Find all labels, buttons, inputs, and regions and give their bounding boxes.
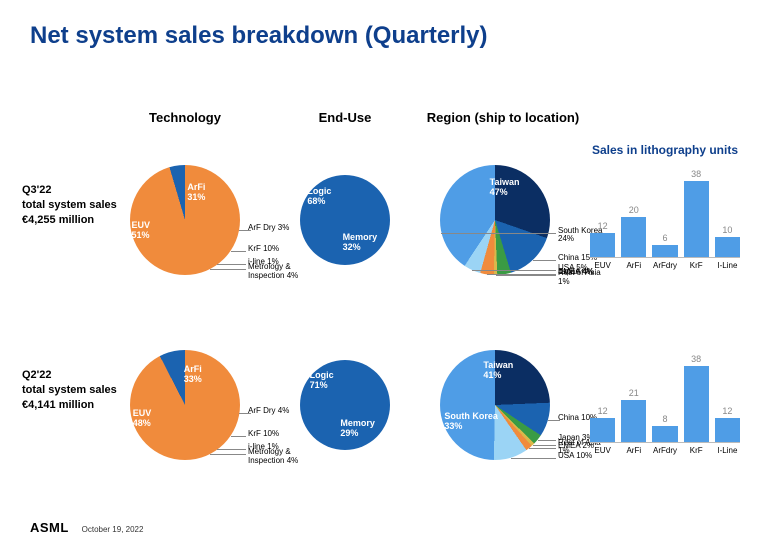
page-title: Net system sales breakdown (Quarterly) bbox=[30, 22, 488, 50]
row-label: Q3'22 total system sales €4,255 million bbox=[22, 183, 117, 228]
bar-category: ArFdry bbox=[649, 446, 680, 455]
slice-callout: ArF Dry 4% bbox=[248, 407, 289, 416]
slice-callout: KrF 10% bbox=[248, 245, 279, 254]
bar-category: I-Line bbox=[712, 261, 743, 270]
slice-label: EUV 48% bbox=[133, 409, 152, 429]
slice-label: Taiwan 41% bbox=[483, 361, 513, 381]
bar-category: KrF bbox=[681, 446, 712, 455]
bar-value: 20 bbox=[621, 205, 646, 215]
footer: ASML October 19, 2022 bbox=[30, 520, 143, 535]
bar-category: ArFi bbox=[618, 446, 649, 455]
slice-label: South Korea 33% bbox=[444, 412, 498, 432]
bar bbox=[715, 418, 740, 442]
bar bbox=[621, 217, 646, 257]
bar-category: ArFdry bbox=[649, 261, 680, 270]
bar-value: 38 bbox=[684, 354, 709, 364]
asml-logo: ASML bbox=[30, 520, 69, 535]
bar bbox=[652, 245, 677, 257]
slice-callout: KrF 10% bbox=[248, 430, 279, 439]
slide: Net system sales breakdown (Quarterly) T… bbox=[0, 0, 768, 549]
bar-value: 10 bbox=[715, 225, 740, 235]
bar-value: 21 bbox=[621, 388, 646, 398]
bar bbox=[621, 400, 646, 442]
bar-value: 12 bbox=[590, 221, 615, 231]
col-region: Region (ship to location) bbox=[418, 110, 588, 125]
bar-value: 38 bbox=[684, 169, 709, 179]
bar-value: 12 bbox=[590, 406, 615, 416]
bar bbox=[715, 237, 740, 257]
footer-date: October 19, 2022 bbox=[82, 525, 144, 534]
bar-value: 12 bbox=[715, 406, 740, 416]
bar bbox=[684, 181, 709, 257]
bar bbox=[590, 418, 615, 442]
slice-label: Taiwan 47% bbox=[490, 178, 520, 198]
slice-label: ArFi 31% bbox=[187, 183, 205, 203]
bar-category: KrF bbox=[681, 261, 712, 270]
row-label: Q2'22 total system sales €4,141 million bbox=[22, 368, 117, 413]
bar-category: I-Line bbox=[712, 446, 743, 455]
bar-value: 6 bbox=[652, 233, 677, 243]
slice-callout: Metrology & Inspection 4% bbox=[248, 448, 298, 466]
bar-category: ArFi bbox=[618, 261, 649, 270]
bar bbox=[652, 426, 677, 442]
slice-callout: USA 5% bbox=[558, 264, 588, 273]
bar-category: EUV bbox=[587, 261, 618, 270]
bar bbox=[684, 366, 709, 442]
slice-label: Logic 71% bbox=[310, 371, 334, 391]
slice-label: ArFi 33% bbox=[184, 365, 202, 385]
bar bbox=[590, 233, 615, 257]
bar-value: 8 bbox=[652, 414, 677, 424]
slice-callout: ArF Dry 3% bbox=[248, 224, 289, 233]
slice-callout: Metrology & Inspection 4% bbox=[248, 263, 298, 281]
slice-label: Logic 68% bbox=[307, 187, 331, 207]
slice-label: EUV 51% bbox=[132, 221, 151, 241]
slice-label: Memory 32% bbox=[343, 233, 378, 253]
slice-label: Memory 29% bbox=[340, 419, 375, 439]
col-technology: Technology bbox=[130, 110, 240, 125]
bar-category: EUV bbox=[587, 446, 618, 455]
bar-chart-title: Sales in lithography units bbox=[590, 143, 740, 157]
col-enduse: End-Use bbox=[300, 110, 390, 125]
